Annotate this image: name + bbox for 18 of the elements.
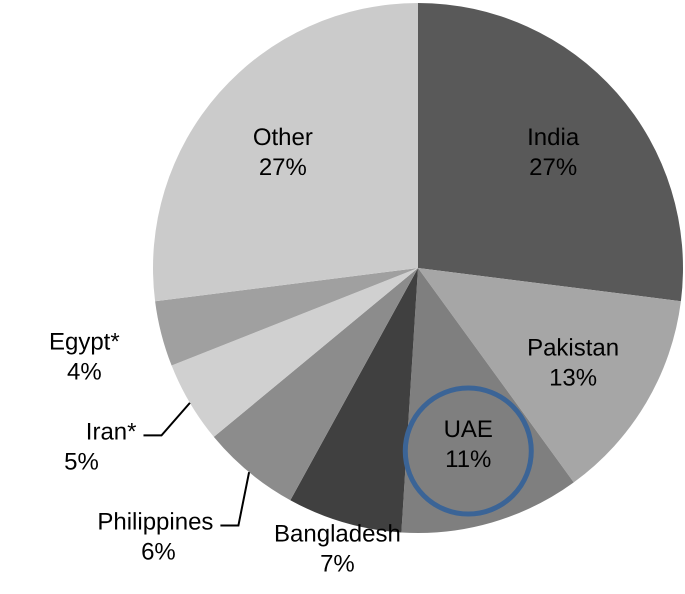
- data-label: 11%: [445, 446, 492, 474]
- slice-label: Other: [252, 124, 313, 151]
- pie-slice: [418, 3, 683, 302]
- slice-label: UAE: [444, 416, 493, 444]
- slice-label: Bangladesh: [274, 520, 401, 548]
- pie-slice: [214, 268, 418, 500]
- data-label: 6%: [141, 538, 176, 566]
- data-label: 4%: [66, 358, 102, 386]
- data-label: 27%: [529, 154, 578, 181]
- slice-label: India: [527, 124, 580, 151]
- data-label: 5%: [64, 448, 99, 476]
- slice-label: Pakistan: [527, 334, 620, 362]
- data-label: 27%: [258, 154, 307, 181]
- data-label: 7%: [320, 550, 355, 578]
- slice-label: Egypt*: [48, 328, 120, 356]
- slice-label: Iran*: [86, 418, 136, 446]
- slice-label: Philippines: [97, 508, 214, 536]
- data-label: 13%: [549, 364, 598, 392]
